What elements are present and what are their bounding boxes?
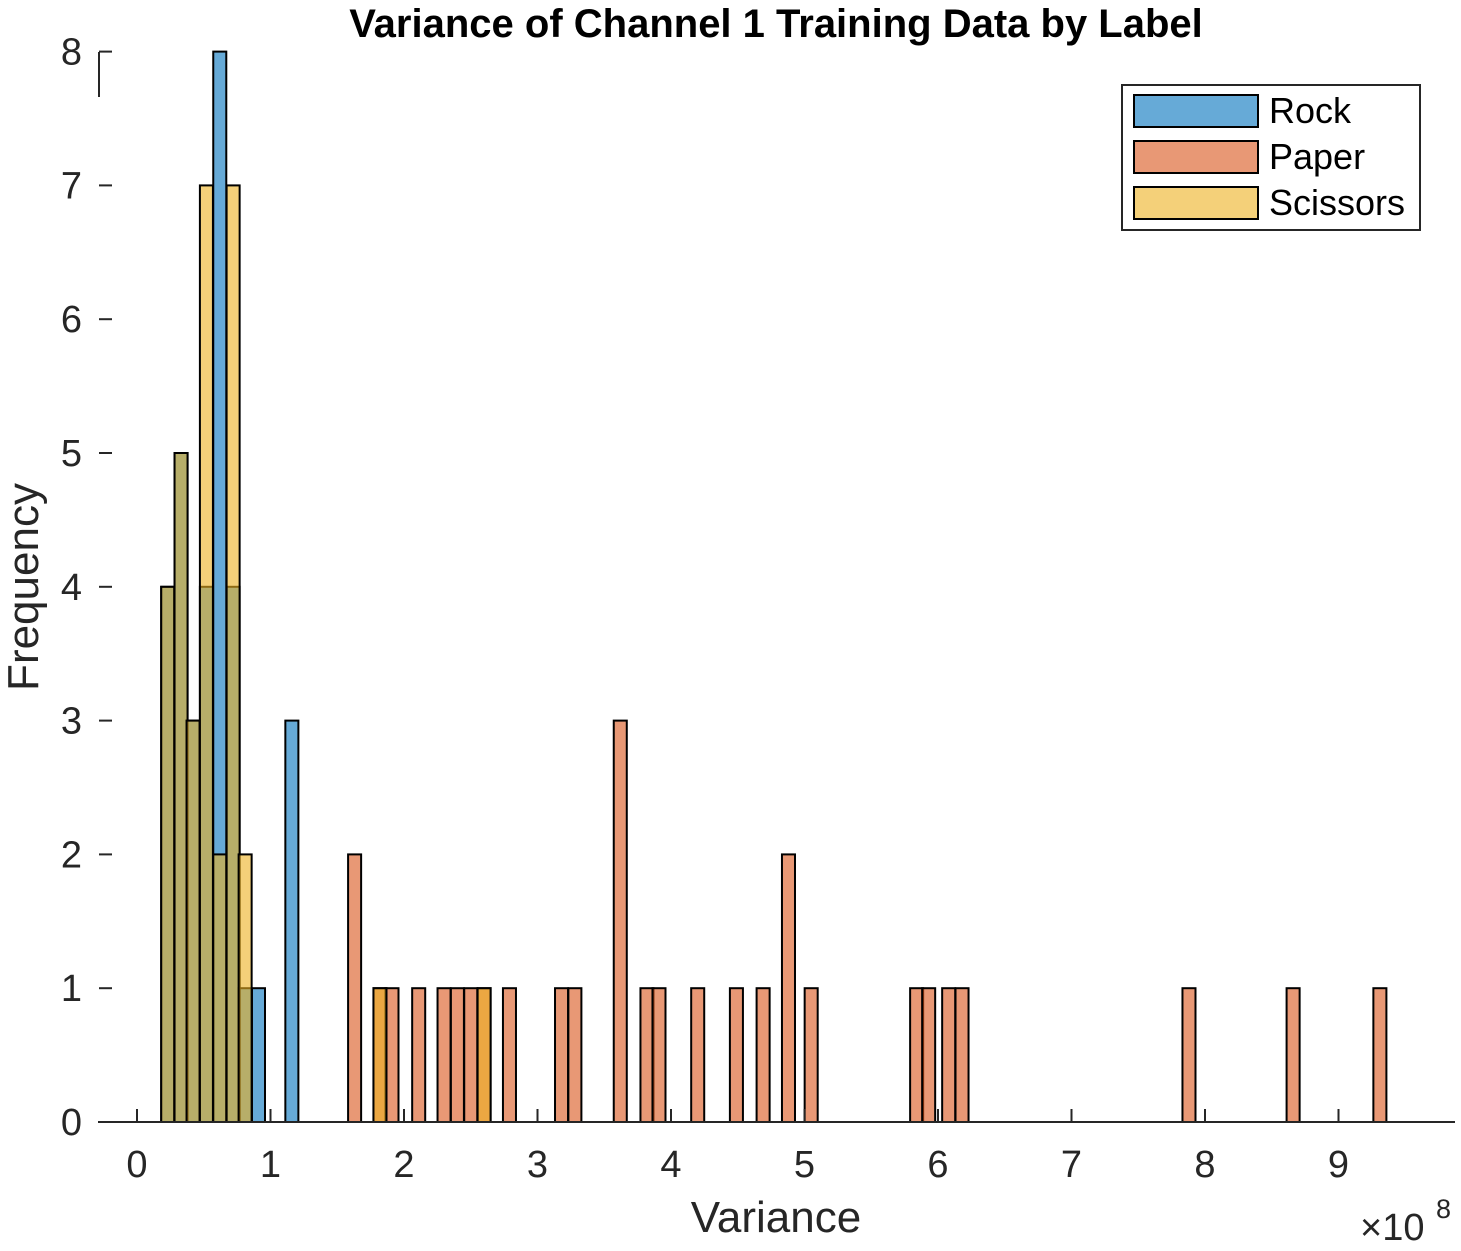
x-tick-label: 9: [1328, 1144, 1349, 1186]
bar-paper-11: [612, 719, 628, 1123]
legend-swatch-paper: [1133, 140, 1259, 174]
bar-scissors-7: [372, 987, 388, 1124]
x-exponent-label: ×10 8: [1360, 1194, 1451, 1249]
bar-paper-3: [411, 987, 427, 1124]
bar-rock-7: [250, 987, 266, 1124]
y-tick-label: 1: [61, 968, 82, 1010]
y-tick-label: 2: [61, 834, 82, 876]
x-tick-label: 1: [260, 1144, 281, 1186]
y-tick-label: 5: [61, 433, 82, 475]
bar-paper-16: [755, 987, 771, 1124]
bar-paper-24: [1285, 987, 1301, 1124]
bar-paper-6: [463, 987, 479, 1124]
bar-paper-18: [803, 987, 819, 1124]
bar-paper-10: [567, 987, 583, 1124]
bar-paper-20: [921, 987, 937, 1124]
bar-paper-13: [651, 987, 667, 1124]
bar-scissors-6: [237, 853, 253, 1124]
bar-scissors-2: [185, 719, 201, 1123]
bar-paper-17: [780, 853, 796, 1124]
y-tick-label: 0: [61, 1102, 82, 1144]
x-ticks: 0 1 2 3 4 5 6 7 8 9: [126, 1109, 1349, 1186]
legend-swatch-scissors: [1133, 186, 1259, 220]
x-exponent-base: ×10: [1360, 1207, 1424, 1246]
y-tick-label: 6: [61, 299, 82, 341]
y-tick-label: 7: [61, 165, 82, 207]
bar-scissors-4: [212, 853, 228, 1124]
x-tick-label: 6: [927, 1144, 948, 1186]
y-tick-label: 8: [61, 32, 82, 74]
bar-paper-22: [954, 987, 970, 1124]
x-tick-label: 2: [393, 1144, 414, 1186]
bar-scissors-8: [476, 987, 492, 1124]
x-tick-label: 8: [1194, 1144, 1215, 1186]
y-ticks: 0 1 2 3 4 5 6 7 8: [61, 32, 112, 1144]
bar-paper-8: [501, 987, 517, 1124]
bar-scissors-0: [160, 585, 176, 1123]
bar-paper-0: [347, 853, 363, 1124]
x-exponent-power: 8: [1436, 1194, 1451, 1224]
bar-paper-4: [436, 987, 452, 1124]
y-tick-label: 4: [61, 567, 82, 609]
x-tick-label: 7: [1061, 1144, 1082, 1186]
legend-swatch-rock: [1133, 94, 1259, 128]
bar-rock-8: [284, 719, 300, 1123]
bar-paper-5: [449, 987, 465, 1124]
x-tick-label: 4: [660, 1144, 681, 1186]
bar-scissors-3: [198, 184, 214, 1123]
bar-paper-9: [554, 987, 570, 1124]
x-axis-label: Variance: [691, 1193, 861, 1242]
y-axis-label: Frequency: [0, 483, 48, 691]
legend-label-paper: Paper: [1269, 136, 1365, 177]
bar-paper-25: [1372, 987, 1388, 1124]
x-tick-label: 0: [126, 1144, 147, 1186]
bar-paper-14: [690, 987, 706, 1124]
bar-paper-15: [728, 987, 744, 1124]
bars-layer: [160, 50, 1388, 1124]
legend-label-scissors: Scissors: [1269, 182, 1405, 223]
chart-title: Variance of Channel 1 Training Data by L…: [349, 2, 1203, 46]
bar-paper-23: [1181, 987, 1197, 1124]
legend-label-rock: Rock: [1269, 90, 1352, 131]
legend: Rock Paper Scissors: [1121, 84, 1421, 231]
bar-paper-21: [941, 987, 957, 1124]
x-tick-label: 3: [527, 1144, 548, 1186]
y-tick-label: 3: [61, 701, 82, 743]
x-tick-label: 5: [794, 1144, 815, 1186]
